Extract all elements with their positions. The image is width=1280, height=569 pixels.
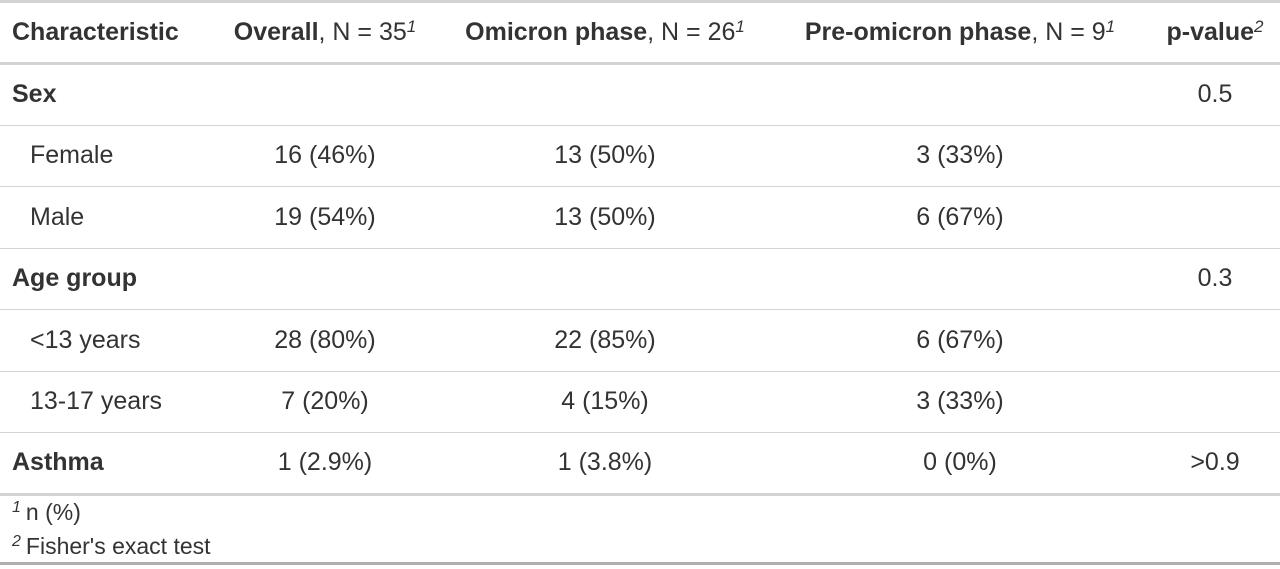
column-header-pre-omicron-n: , N = 9 (1031, 18, 1106, 46)
footnote-2: 2 Fisher's exact test (0, 529, 1280, 563)
column-header-pvalue: p-value2 (1150, 2, 1280, 64)
footnote-marker: 1 (1105, 17, 1116, 36)
cell-pre-omicron: 3 (33%) (916, 141, 1004, 170)
table-row-13-17: 13-17 years 7 (20%) 4 (15%) 3 (33%) (0, 371, 1280, 433)
table-row-age-group: Age group 0.3 (0, 248, 1280, 310)
footnote-marker: 1 (735, 17, 745, 36)
cell-overall (210, 64, 440, 126)
table-row-male: Male 19 (54%) 13 (50%) 6 (67%) (0, 187, 1280, 249)
cell-pvalue: 0.5 (1197, 80, 1233, 109)
row-label-level: Female (30, 141, 114, 170)
row-label-group: Asthma (12, 448, 104, 477)
footnote-marker: 2 (12, 533, 21, 550)
footnote-marker: 2 (1254, 17, 1264, 36)
column-header-characteristic-label: Characteristic (12, 18, 179, 46)
row-label-level: Male (30, 202, 85, 231)
cell-overall (210, 248, 440, 310)
cell-omicron: 4 (15%) (561, 387, 649, 416)
cell-overall: 1 (2.9%) (277, 448, 373, 477)
cell-omicron: 13 (50%) (554, 202, 656, 231)
cell-pre-omicron: 3 (33%) (916, 387, 1004, 416)
column-header-omicron-label: Omicron phase (465, 18, 648, 46)
cell-omicron (440, 64, 770, 126)
cell-omicron: 1 (3.8%) (557, 448, 653, 477)
cell-pre-omicron: 6 (67%) (916, 325, 1004, 354)
cell-pvalue: 0.3 (1197, 264, 1233, 293)
column-header-overall-label: Overall (233, 18, 319, 46)
column-header-pvalue-label: p-value (1166, 18, 1255, 46)
cell-pvalue (1150, 125, 1280, 187)
cell-overall: 28 (80%) (274, 325, 376, 354)
table-row-asthma: Asthma 1 (2.9%) 1 (3.8%) 0 (0%) >0.9 (0, 433, 1280, 494)
cell-pre-omicron: 6 (67%) (916, 202, 1004, 231)
cell-overall: 7 (20%) (281, 387, 369, 416)
footnote-marker: 1 (12, 499, 21, 516)
column-header-omicron-n: , N = 26 (647, 18, 736, 46)
cell-pvalue: >0.9 (1190, 448, 1240, 477)
cell-omicron: 22 (85%) (554, 325, 656, 354)
cell-omicron: 13 (50%) (554, 141, 656, 170)
cell-pvalue (1150, 187, 1280, 249)
column-header-pre-omicron-label: Pre-omicron phase (804, 18, 1032, 46)
column-header-overall: Overall, N = 351 (210, 2, 440, 64)
footnote-text: Fisher's exact test (25, 533, 211, 559)
cell-pre-omicron (770, 64, 1150, 126)
row-label-level: 13-17 years (30, 387, 163, 416)
table-row-under-13: <13 years 28 (80%) 22 (85%) 6 (67%) (0, 310, 1280, 372)
column-header-characteristic: Characteristic (0, 2, 210, 64)
cell-pvalue (1150, 371, 1280, 433)
column-header-omicron: Omicron phase, N = 261 (440, 2, 770, 64)
cell-pvalue (1150, 310, 1280, 372)
cell-omicron (440, 248, 770, 310)
table-header-row: Characteristic Overall, N = 351 Omicron … (0, 1, 1280, 64)
cell-overall: 16 (46%) (274, 141, 376, 170)
table-row-sex: Sex 0.5 (0, 64, 1280, 126)
row-label-group: Age group (12, 264, 137, 293)
row-label-level: <13 years (30, 325, 141, 354)
footnote-marker: 1 (406, 17, 417, 36)
row-label-group: Sex (12, 80, 57, 109)
column-header-pre-omicron: Pre-omicron phase, N = 91 (770, 2, 1150, 64)
cell-pre-omicron: 0 (0%) (923, 448, 997, 477)
column-header-overall-n: , N = 35 (318, 18, 407, 46)
cell-overall: 19 (54%) (274, 202, 376, 231)
footnote-text: n (%) (25, 499, 81, 525)
cell-pre-omicron (770, 248, 1150, 310)
table-row-female: Female 16 (46%) 13 (50%) 3 (33%) (0, 125, 1280, 187)
summary-table: Characteristic Overall, N = 351 Omicron … (0, 1, 1280, 494)
